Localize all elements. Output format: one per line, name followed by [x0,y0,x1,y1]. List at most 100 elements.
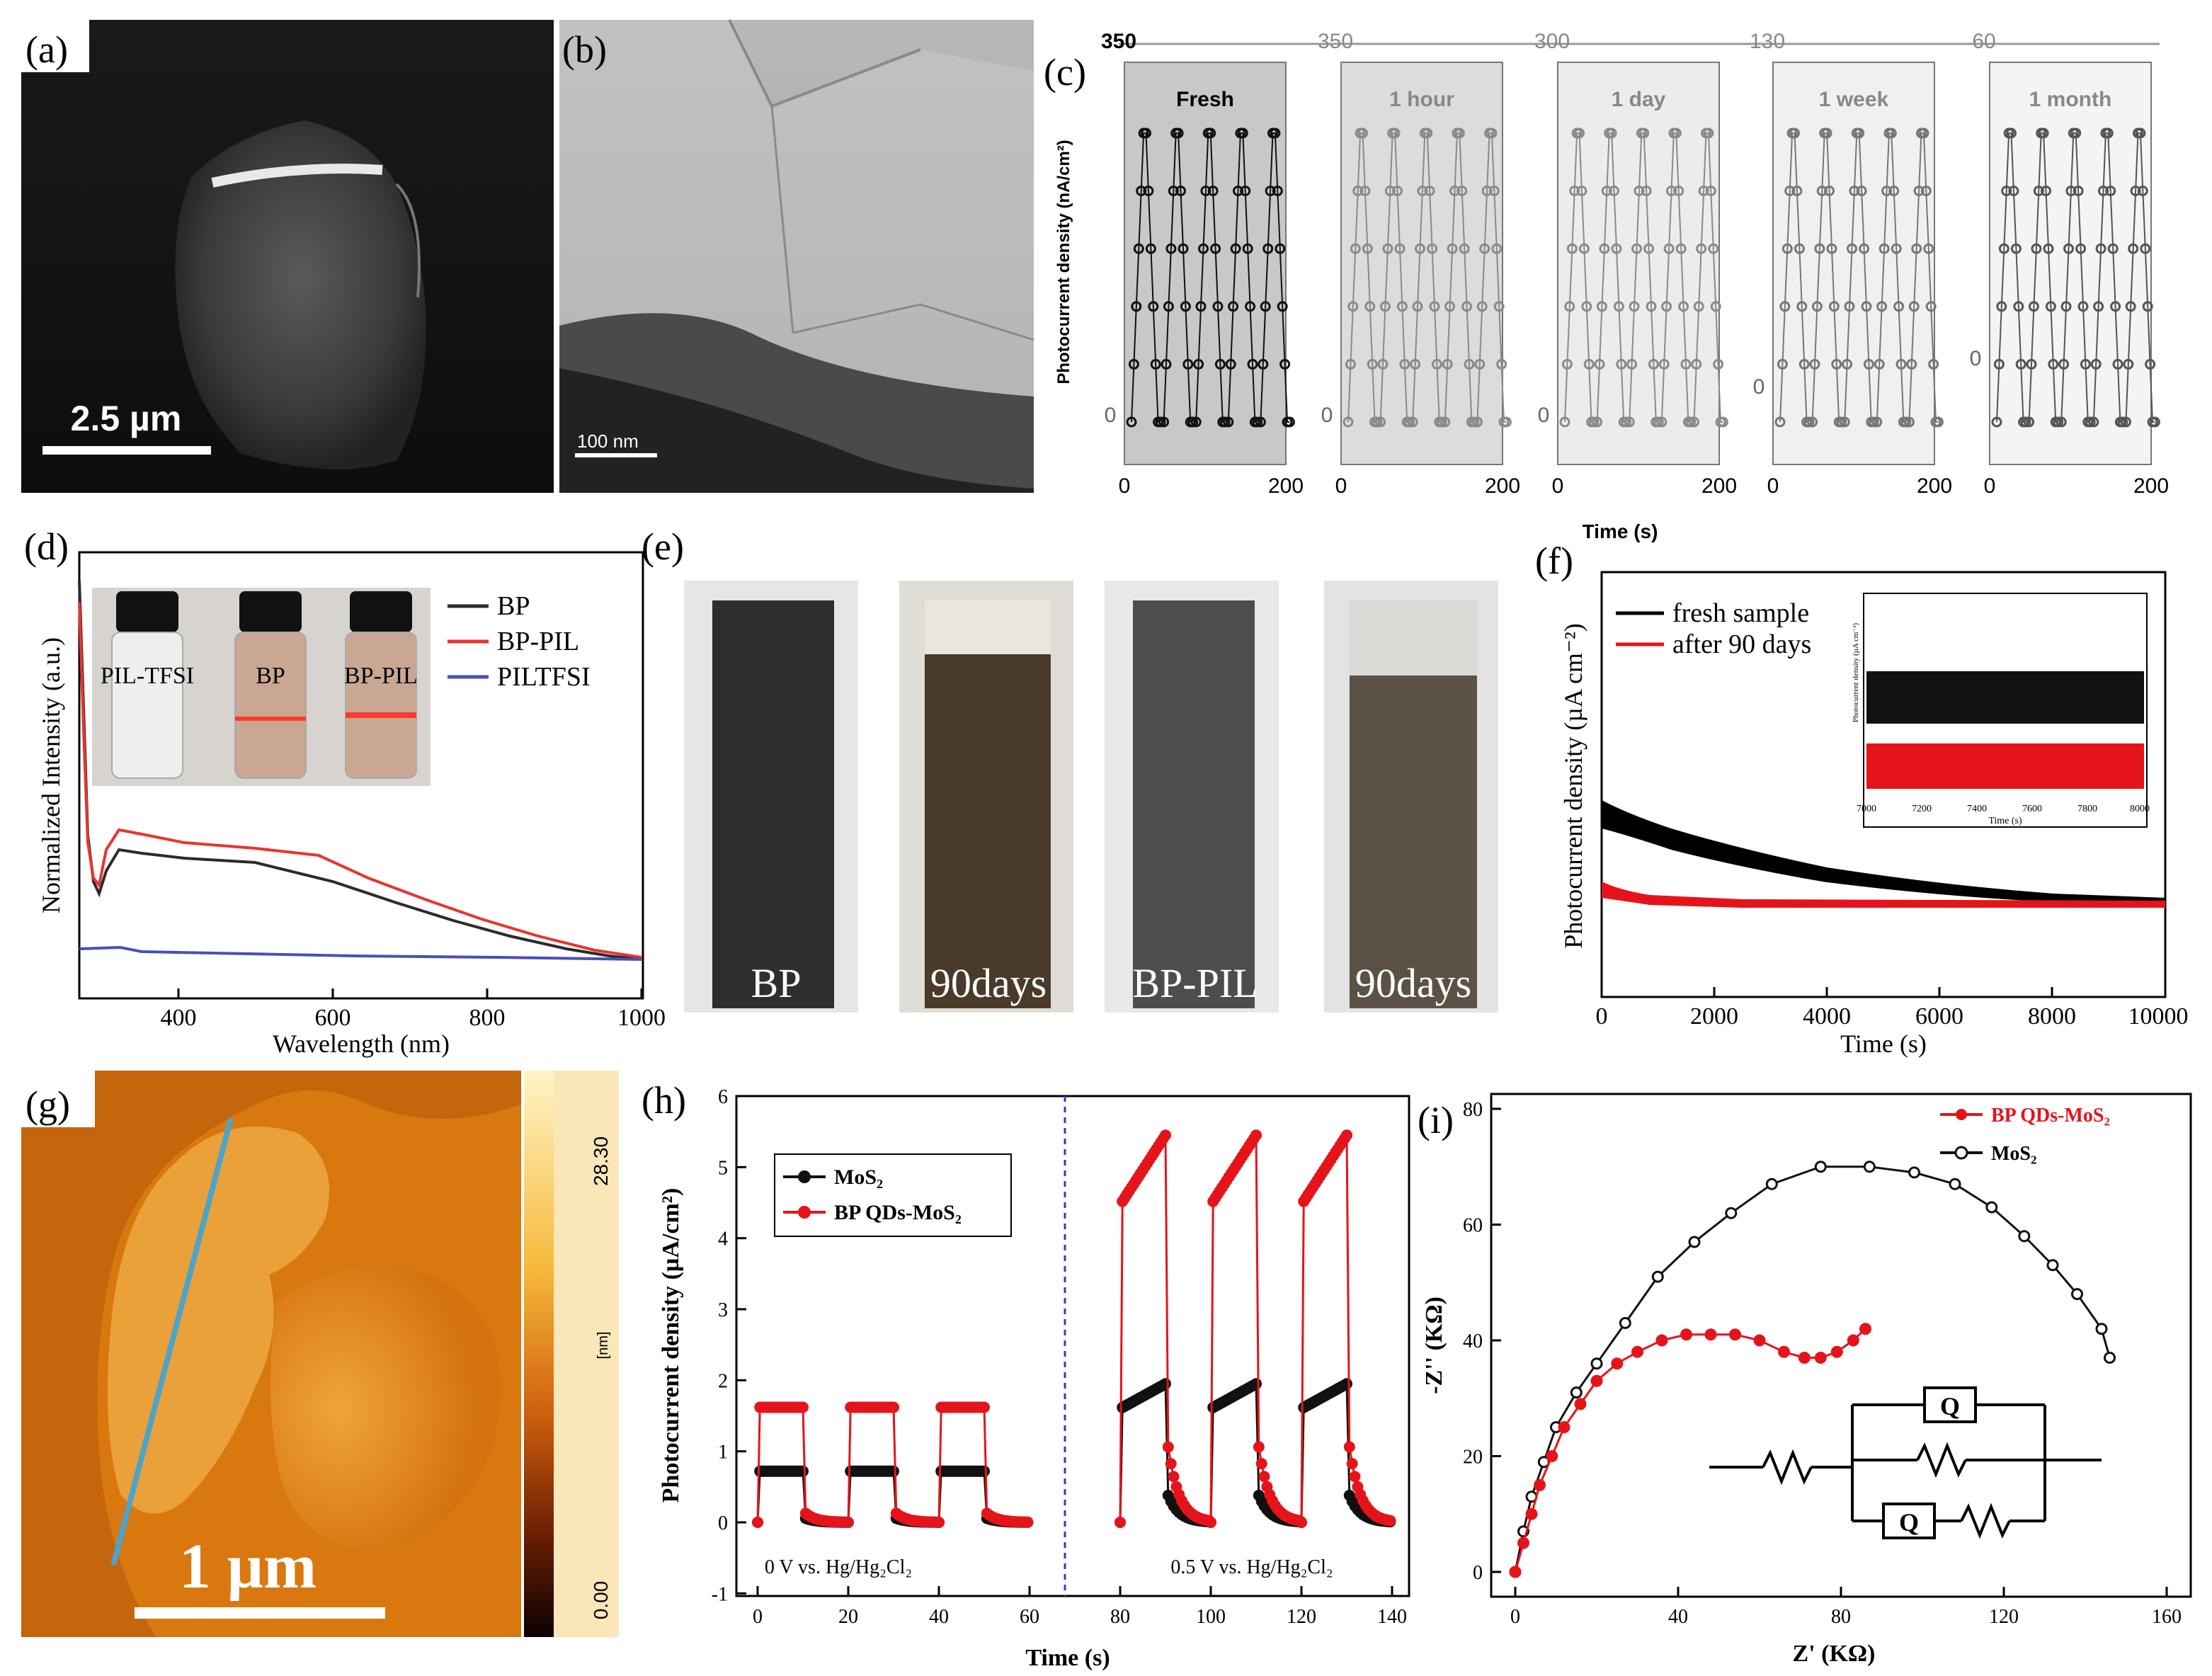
photo-label: 90days [1355,960,1471,1006]
i-series-bpqds-mos2-point [1830,1345,1843,1358]
f-x-tick-label: 6000 [1915,1003,1963,1030]
i-series-bpqds-mos2-point [1680,1328,1692,1341]
h-series-bpqds-mos2-point [1384,1515,1396,1527]
legend-entry: BP QDs-MoS₂ [1991,1105,2110,1127]
h-series-bpqds-mos2-line [847,1406,937,1524]
colorbar-max: 28.30 [590,1136,612,1186]
h-series-mos2-point [979,1465,990,1477]
vial-label: PIL-TFSI [101,663,194,689]
legend-entry: BP QDs-MoS₂ [834,1201,962,1224]
d-y-axis-label: Normalized Intensity (a.u.) [37,637,65,913]
sem-flake [175,120,426,469]
d-x-axis-label: Wavelength (nm) [273,1030,450,1058]
i-series-bpqds-mos2-line [1514,1328,1866,1573]
h-x-tick-label: 40 [929,1606,949,1628]
h-series-bpqds-mos2-point [1168,1471,1180,1483]
scale-bar [575,453,657,457]
h-plot-area: 0 20 40 60 80 100 120 140 -1 0 1 2 3 4 5 6 [712,1086,1407,1628]
c-series-line [1629,132,1659,423]
c-series-line [1660,132,1691,423]
i-series-mos2-point [2018,1230,2031,1243]
h-x-axis-label: Time (s) [1025,1645,1110,1671]
legend-entry: BP-PIL [497,627,579,656]
panel-label-e: (e) [642,525,684,568]
i-y-tick-label: 80 [1463,1099,1483,1121]
i-y-tick-label: 40 [1463,1330,1483,1352]
c-data-point [2117,416,2128,428]
c-series-line [2060,132,2091,423]
i-series-mos2-point [1590,1357,1603,1370]
panel-b: 100 nm (b) [559,19,1034,493]
c-zero-label: 0 [1105,404,1117,427]
c-series-line [1131,132,1161,423]
c-zero-label: 0 [1753,375,1765,399]
i-series-bpqds-mos2-point [1729,1328,1741,1341]
c-data-point [1836,416,1847,428]
scale-bar [135,1607,385,1619]
legend-marker [1956,1109,1967,1120]
panel-c: (c) Photocurrent density (nA/cm²) Time (… [1044,30,2169,542]
i-series-bpqds-mos2-point [1534,1478,1546,1491]
c-series-line [1564,132,1594,423]
legend-entry: MoS₂ [834,1165,883,1189]
c-data-point [1155,416,1166,428]
i-series-mos2-point [2046,1259,2059,1272]
h-series-bpqds-mos2-point [1343,1441,1355,1453]
h-y-tick-label: 1 [718,1442,728,1464]
h-series-bpqds-mos2-point [1114,1517,1126,1528]
c-series-line [1347,132,1377,423]
c-y-max-label: 60 [1972,30,1995,53]
c-series-line [1844,132,1874,423]
i-series-bpqds-mos2-point [1546,1450,1558,1462]
legend-entry: fresh sample [1672,598,1809,628]
panel-label-d: (d) [24,525,69,568]
i-plot-area: 0 40 80 120 160 0 20 40 60 80 [1463,1099,2182,1628]
c-data-point [1219,416,1231,428]
afm-flake [108,1127,329,1514]
photo-label: BP-PIL [1132,960,1258,1006]
f-x-axis-label: Time (s) [1840,1030,1927,1058]
circuit-element-label: Q [1940,1392,1960,1420]
legend-entry: PILTFSI [497,662,591,692]
c-x-tick-label: 200 [1485,474,1520,498]
panel-label-i: (i) [1418,1099,1454,1141]
i-series-mos2-point [1570,1386,1583,1399]
h-x-tick-label: 80 [1110,1606,1130,1628]
c-series-line [1908,132,1939,423]
legend-marker [1954,1146,1968,1160]
h-series-bpqds-mos2-point [979,1401,990,1413]
c-data-point [1252,416,1263,428]
i-series-mos2-point [2071,1288,2083,1301]
i-series-bpqds-mos2-point [1611,1357,1624,1370]
c-data-point [1372,416,1383,428]
panel-label-c: (c) [1044,51,1086,93]
c-zero-label: 0 [1970,347,1982,370]
colorbar-unit: [nm] [595,1332,611,1359]
i-series-mos2-point [1651,1270,1664,1283]
f-inset-series-90days [1866,743,2144,789]
scale-bar-label: 2.5 µm [71,399,182,438]
vial-label: BP-PIL [344,663,418,689]
c-subpanel-title: Fresh [1176,88,1234,111]
sample-plate-bp [712,600,834,1008]
c-data-point [1436,416,1447,428]
legend-entry: MoS₂ [1991,1143,2036,1165]
h-legend [774,1153,1012,1237]
h-y-tick-label: 3 [718,1299,728,1321]
panel-label-g: (g) [25,1083,70,1126]
c-y-max-label: 350 [1101,30,1136,53]
scale-bar-label: 1 µm [179,1532,317,1602]
h-x-tick-label: 120 [1287,1606,1316,1628]
c-series-line [1693,132,1723,423]
vial [111,591,183,779]
i-series-bpqds-mos2-point [1655,1334,1668,1347]
c-series-line [1163,132,1193,423]
c-data-point [1868,416,1879,428]
i-series-mos2-point [1814,1161,1827,1173]
d-x-tick-label: 600 [315,1005,351,1031]
c-data-point [1469,416,1480,428]
f-inset-tick-label: 7600 [2022,804,2042,814]
h-x-tick-label: 20 [838,1606,858,1628]
i-series-bpqds-mos2-point [1631,1345,1643,1358]
f-x-tick-label: 2000 [1690,1003,1738,1030]
